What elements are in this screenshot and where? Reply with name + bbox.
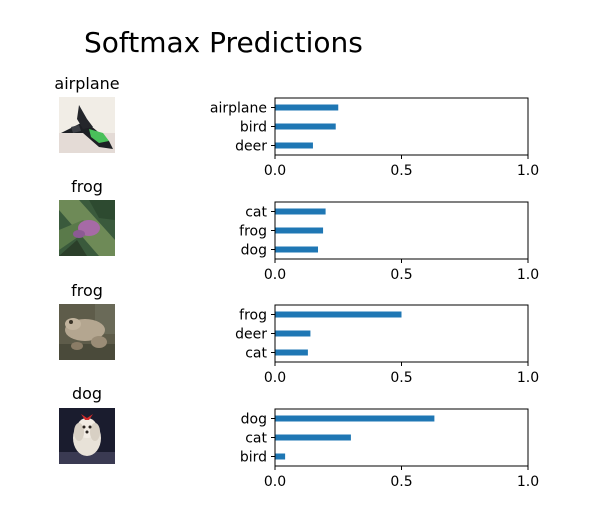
bar (275, 415, 435, 422)
bar (275, 311, 402, 318)
x-tick-label: 0.5 (390, 267, 412, 283)
category-label: airplane (210, 101, 267, 117)
x-tick-label: 1.0 (517, 474, 539, 490)
bar (275, 208, 326, 215)
subplot: cat frog dog 0.0 0.5 1.0 (239, 201, 539, 283)
bar (275, 453, 286, 460)
x-tick-label: 0.0 (264, 163, 286, 179)
true-label: airplane (54, 74, 120, 93)
category-label: cat (245, 205, 267, 221)
x-tick-label: 1.0 (517, 267, 539, 283)
bar (275, 104, 339, 111)
subplot: airplane bird deer 0.0 0.5 1.0 (210, 97, 539, 179)
airplane-thumbnail (59, 97, 115, 153)
bar (275, 123, 336, 130)
bar (275, 246, 319, 253)
category-label: frog (239, 308, 267, 324)
true-label: frog (71, 177, 103, 196)
bar (275, 330, 311, 337)
category-label: frog (239, 224, 267, 240)
category-label: deer (235, 139, 267, 155)
frog-thumbnail (59, 304, 115, 360)
frog-thumbnail (59, 200, 115, 256)
dog-thumbnail (59, 408, 115, 464)
bar (275, 227, 324, 234)
category-label: cat (245, 431, 267, 447)
subplot: dog cat bird 0.0 0.5 1.0 (240, 408, 539, 490)
x-tick-label: 0.5 (390, 370, 412, 386)
category-label: dog (241, 412, 267, 428)
x-tick-label: 0.0 (264, 370, 286, 386)
true-label: frog (71, 281, 103, 300)
x-tick-label: 1.0 (517, 163, 539, 179)
category-label: cat (245, 346, 267, 362)
bar (275, 434, 351, 441)
true-label: dog (71, 384, 103, 403)
x-tick-label: 0.0 (264, 267, 286, 283)
figure-title: Softmax Predictions (84, 26, 363, 59)
category-label: bird (240, 120, 267, 136)
x-tick-label: 0.0 (264, 474, 286, 490)
bar (275, 349, 308, 356)
x-tick-label: 0.5 (390, 474, 412, 490)
x-tick-label: 0.5 (390, 163, 412, 179)
category-label: bird (240, 450, 267, 466)
category-label: deer (235, 327, 267, 343)
subplot: frog deer cat 0.0 0.5 1.0 (235, 304, 539, 386)
x-tick-label: 1.0 (517, 370, 539, 386)
bar (275, 142, 313, 149)
category-label: dog (241, 243, 267, 259)
